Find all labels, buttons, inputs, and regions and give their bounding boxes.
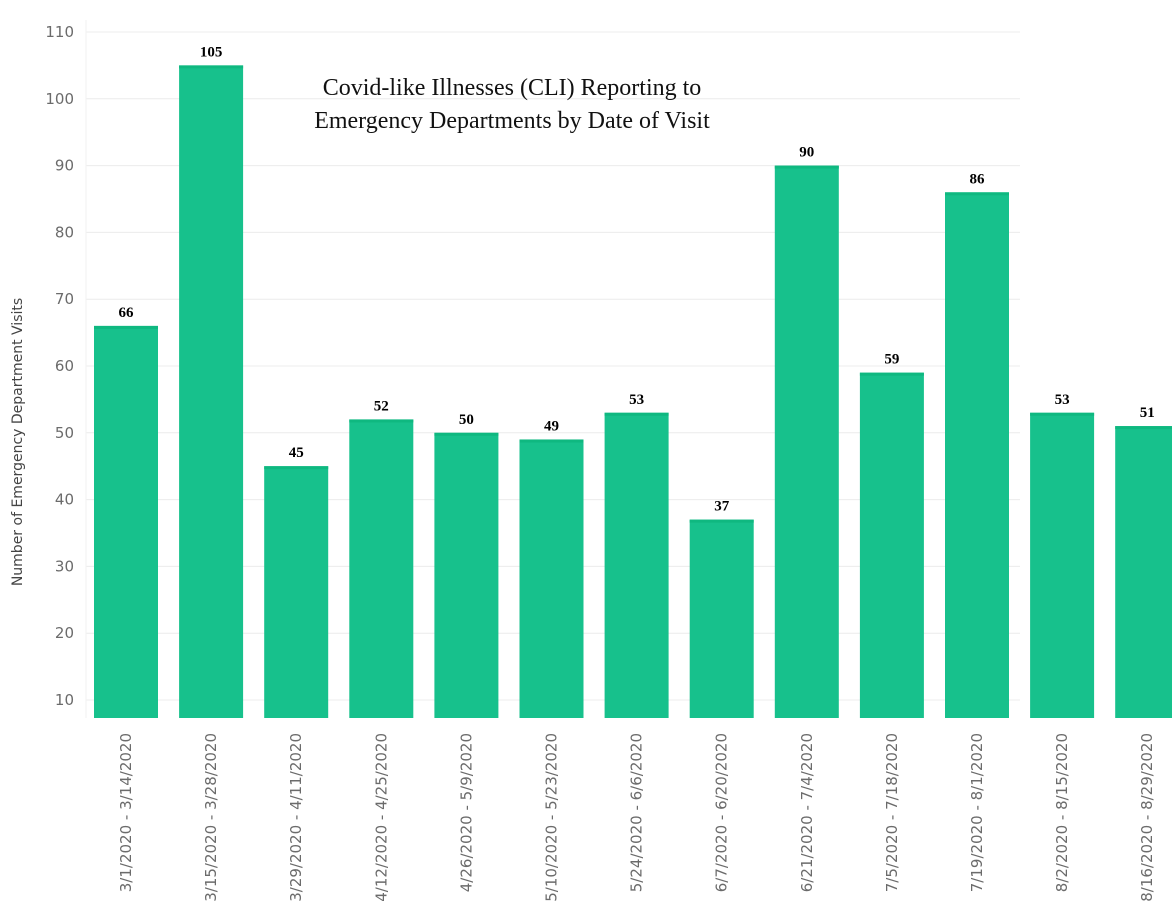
bar-top-edge: [859, 372, 924, 376]
bar: [945, 192, 1009, 718]
x-tick-label: 5/10/2020 - 5/23/2020: [543, 733, 561, 902]
bar: [604, 412, 669, 718]
x-tick-label: 8/2/2020 - 8/15/2020: [1053, 733, 1071, 892]
data-label: 59: [884, 352, 899, 368]
bar-top-edge: [264, 466, 329, 470]
data-label: 50: [459, 412, 474, 428]
y-tick-label: 70: [55, 290, 74, 308]
bar: [1030, 412, 1095, 718]
y-tick-label: 90: [55, 157, 74, 175]
bar: [349, 419, 414, 718]
bar: [94, 325, 158, 718]
y-tick-label: 50: [55, 424, 74, 442]
data-label: 90: [799, 145, 814, 161]
x-tick-label: 5/24/2020 - 6/6/2020: [628, 733, 646, 892]
data-label: 51: [1140, 405, 1155, 421]
bar-top-edge: [774, 165, 839, 169]
data-label: 45: [289, 445, 304, 461]
bar-top-edge: [1115, 426, 1172, 430]
x-tick-label: 7/19/2020 - 8/1/2020: [968, 733, 986, 892]
data-label: 53: [1055, 392, 1070, 408]
chart-title-line-2: Emergency Departments by Date of Visit: [314, 108, 710, 134]
x-tick-label: 3/29/2020 - 4/11/2020: [287, 733, 305, 902]
bar: [859, 372, 924, 718]
data-label: 53: [629, 392, 644, 408]
bar-top-edge: [1030, 412, 1095, 416]
bar: [1115, 426, 1172, 718]
x-tick-label: 4/26/2020 - 5/9/2020: [457, 733, 475, 892]
bar-top-edge: [434, 432, 499, 436]
bar-top-edge: [179, 65, 244, 69]
y-axis-ticks: 10 20 30 40 50 60 70 80 90 100 110: [45, 23, 74, 709]
data-label: 49: [544, 418, 559, 434]
bar-top-edge: [945, 192, 1009, 196]
bar: [434, 432, 499, 718]
bar-top-edge: [689, 519, 754, 523]
bar: [519, 439, 584, 718]
bar: [179, 65, 244, 718]
chart-title-line-1: Covid-like Illnesses (CLI) Reporting to: [323, 75, 702, 101]
bar: [264, 466, 329, 718]
x-tick-label: 3/1/2020 - 3/14/2020: [117, 733, 135, 892]
x-tick-label: 6/21/2020 - 7/4/2020: [798, 733, 816, 892]
bar: [774, 165, 839, 719]
y-tick-label: 40: [55, 491, 74, 509]
y-axis-title: Number of Emergency Department Visits: [10, 298, 26, 586]
x-tick-label: 3/15/2020 - 3/28/2020: [202, 733, 220, 902]
x-tick-label: 4/12/2020 - 4/25/2020: [372, 733, 390, 902]
y-tick-label: 10: [55, 691, 74, 709]
data-label: 66: [119, 305, 135, 321]
data-label: 86: [970, 171, 986, 187]
y-tick-label: 110: [45, 23, 74, 41]
data-label: 37: [714, 499, 730, 515]
y-tick-label: 60: [55, 357, 74, 375]
x-tick-label: 6/7/2020 - 6/20/2020: [713, 733, 731, 892]
x-axis-ticks: 3/1/2020 - 3/14/2020 3/15/2020 - 3/28/202…: [117, 733, 1156, 902]
x-tick-label: 7/5/2020 - 7/18/2020: [883, 733, 901, 892]
data-label: 52: [374, 398, 389, 414]
y-tick-label: 100: [45, 90, 74, 108]
data-label: 105: [200, 44, 223, 60]
bar-top-edge: [349, 419, 414, 423]
x-tick-label: 8/16/2020 - 8/29/2020: [1138, 733, 1156, 902]
bar-top-edge: [94, 325, 158, 329]
bar: [689, 519, 754, 718]
y-tick-label: 20: [55, 624, 74, 642]
bar-top-edge: [604, 412, 669, 416]
data-labels: 66 105 45 52 50 49 53 37 90 59 86 53 51: [119, 44, 1155, 514]
bar-top-edge: [519, 439, 584, 443]
y-tick-label: 30: [55, 557, 74, 575]
bars: [94, 65, 1172, 719]
y-tick-label: 80: [55, 223, 74, 241]
